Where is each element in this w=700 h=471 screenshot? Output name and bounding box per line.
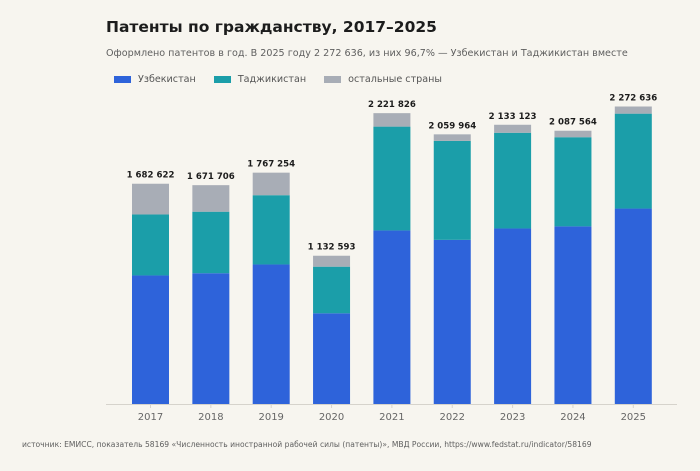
total-label-2017: 1 682 622 (127, 171, 175, 181)
bar-uzbekistan-2021 (373, 230, 411, 404)
legend-swatch-uzbekistan (114, 76, 131, 83)
total-label-2023: 2 133 123 (489, 112, 537, 122)
bar-uzbekistan-2020 (313, 313, 351, 404)
bar-other-2017 (132, 183, 169, 215)
legend-item-tajikistan: Таджикистан (213, 74, 307, 85)
bar-other-2021 (373, 113, 411, 127)
bar-other-2020 (313, 255, 351, 267)
legend-swatch-tajikistan (213, 76, 231, 83)
bar-tajikistan-2020 (313, 266, 351, 314)
x-tick-label-2018: 2018 (198, 412, 223, 423)
total-label-2019: 1 767 254 (247, 160, 295, 170)
legend-label-other: остальные страны (348, 74, 442, 85)
bar-tajikistan-2021 (373, 126, 411, 231)
bar-other-2019 (252, 172, 290, 196)
bar-uzbekistan-2017 (132, 275, 169, 404)
total-label-2024: 2 087 564 (549, 118, 597, 128)
bar-tajikistan-2023 (494, 132, 532, 229)
legend: Узбекистан Таджикистан остальные страны (114, 74, 442, 85)
bar-uzbekistan-2025 (614, 208, 652, 404)
legend-label-uzbekistan: Узбекистан (138, 74, 196, 85)
bar-tajikistan-2018 (192, 211, 230, 274)
x-tick-label-2020: 2020 (319, 412, 344, 423)
legend-swatch-other (324, 76, 342, 83)
chart-subtitle: Оформлено патентов в год. В 2025 году 2 … (106, 48, 628, 59)
bar-tajikistan-2022 (433, 140, 471, 240)
bar-uzbekistan-2024 (554, 226, 592, 404)
total-label-2020: 1 132 593 (308, 243, 356, 253)
total-label-2022: 2 059 964 (428, 121, 476, 131)
bar-tajikistan-2025 (614, 113, 652, 209)
total-label-2018: 1 671 706 (187, 172, 235, 182)
x-tick-label-2023: 2023 (500, 412, 525, 423)
source-note: источник: ЕМИСС, показатель 58169 «Числе… (22, 440, 592, 449)
legend-item-other: остальные страны (324, 74, 442, 85)
x-tick-label-2019: 2019 (258, 412, 283, 423)
bar-tajikistan-2024 (554, 137, 592, 227)
bar-uzbekistan-2018 (192, 273, 230, 404)
bar-uzbekistan-2022 (433, 239, 471, 404)
bar-other-2025 (614, 106, 652, 114)
chart-title: Патенты по гражданству, 2017–2025 (106, 18, 437, 36)
bar-other-2024 (554, 130, 592, 138)
bar-uzbekistan-2019 (252, 264, 290, 404)
bar-tajikistan-2019 (252, 195, 290, 265)
bar-uzbekistan-2023 (494, 228, 532, 404)
bar-other-2022 (433, 134, 471, 141)
x-tick-label-2024: 2024 (560, 412, 585, 423)
bar-other-2018 (192, 185, 230, 212)
total-label-2021: 2 221 826 (368, 100, 416, 110)
x-tick-label-2025: 2025 (621, 412, 646, 423)
x-tick-label-2021: 2021 (379, 412, 404, 423)
total-label-2025: 2 272 636 (609, 94, 657, 104)
x-tick-label-2017: 2017 (138, 412, 163, 423)
legend-item-uzbekistan: Узбекистан (114, 74, 196, 85)
legend-label-tajikistan: Таджикистан (237, 74, 307, 85)
bar-tajikistan-2017 (132, 214, 169, 276)
x-tick-label-2022: 2022 (440, 412, 465, 423)
bar-other-2023 (494, 124, 532, 133)
